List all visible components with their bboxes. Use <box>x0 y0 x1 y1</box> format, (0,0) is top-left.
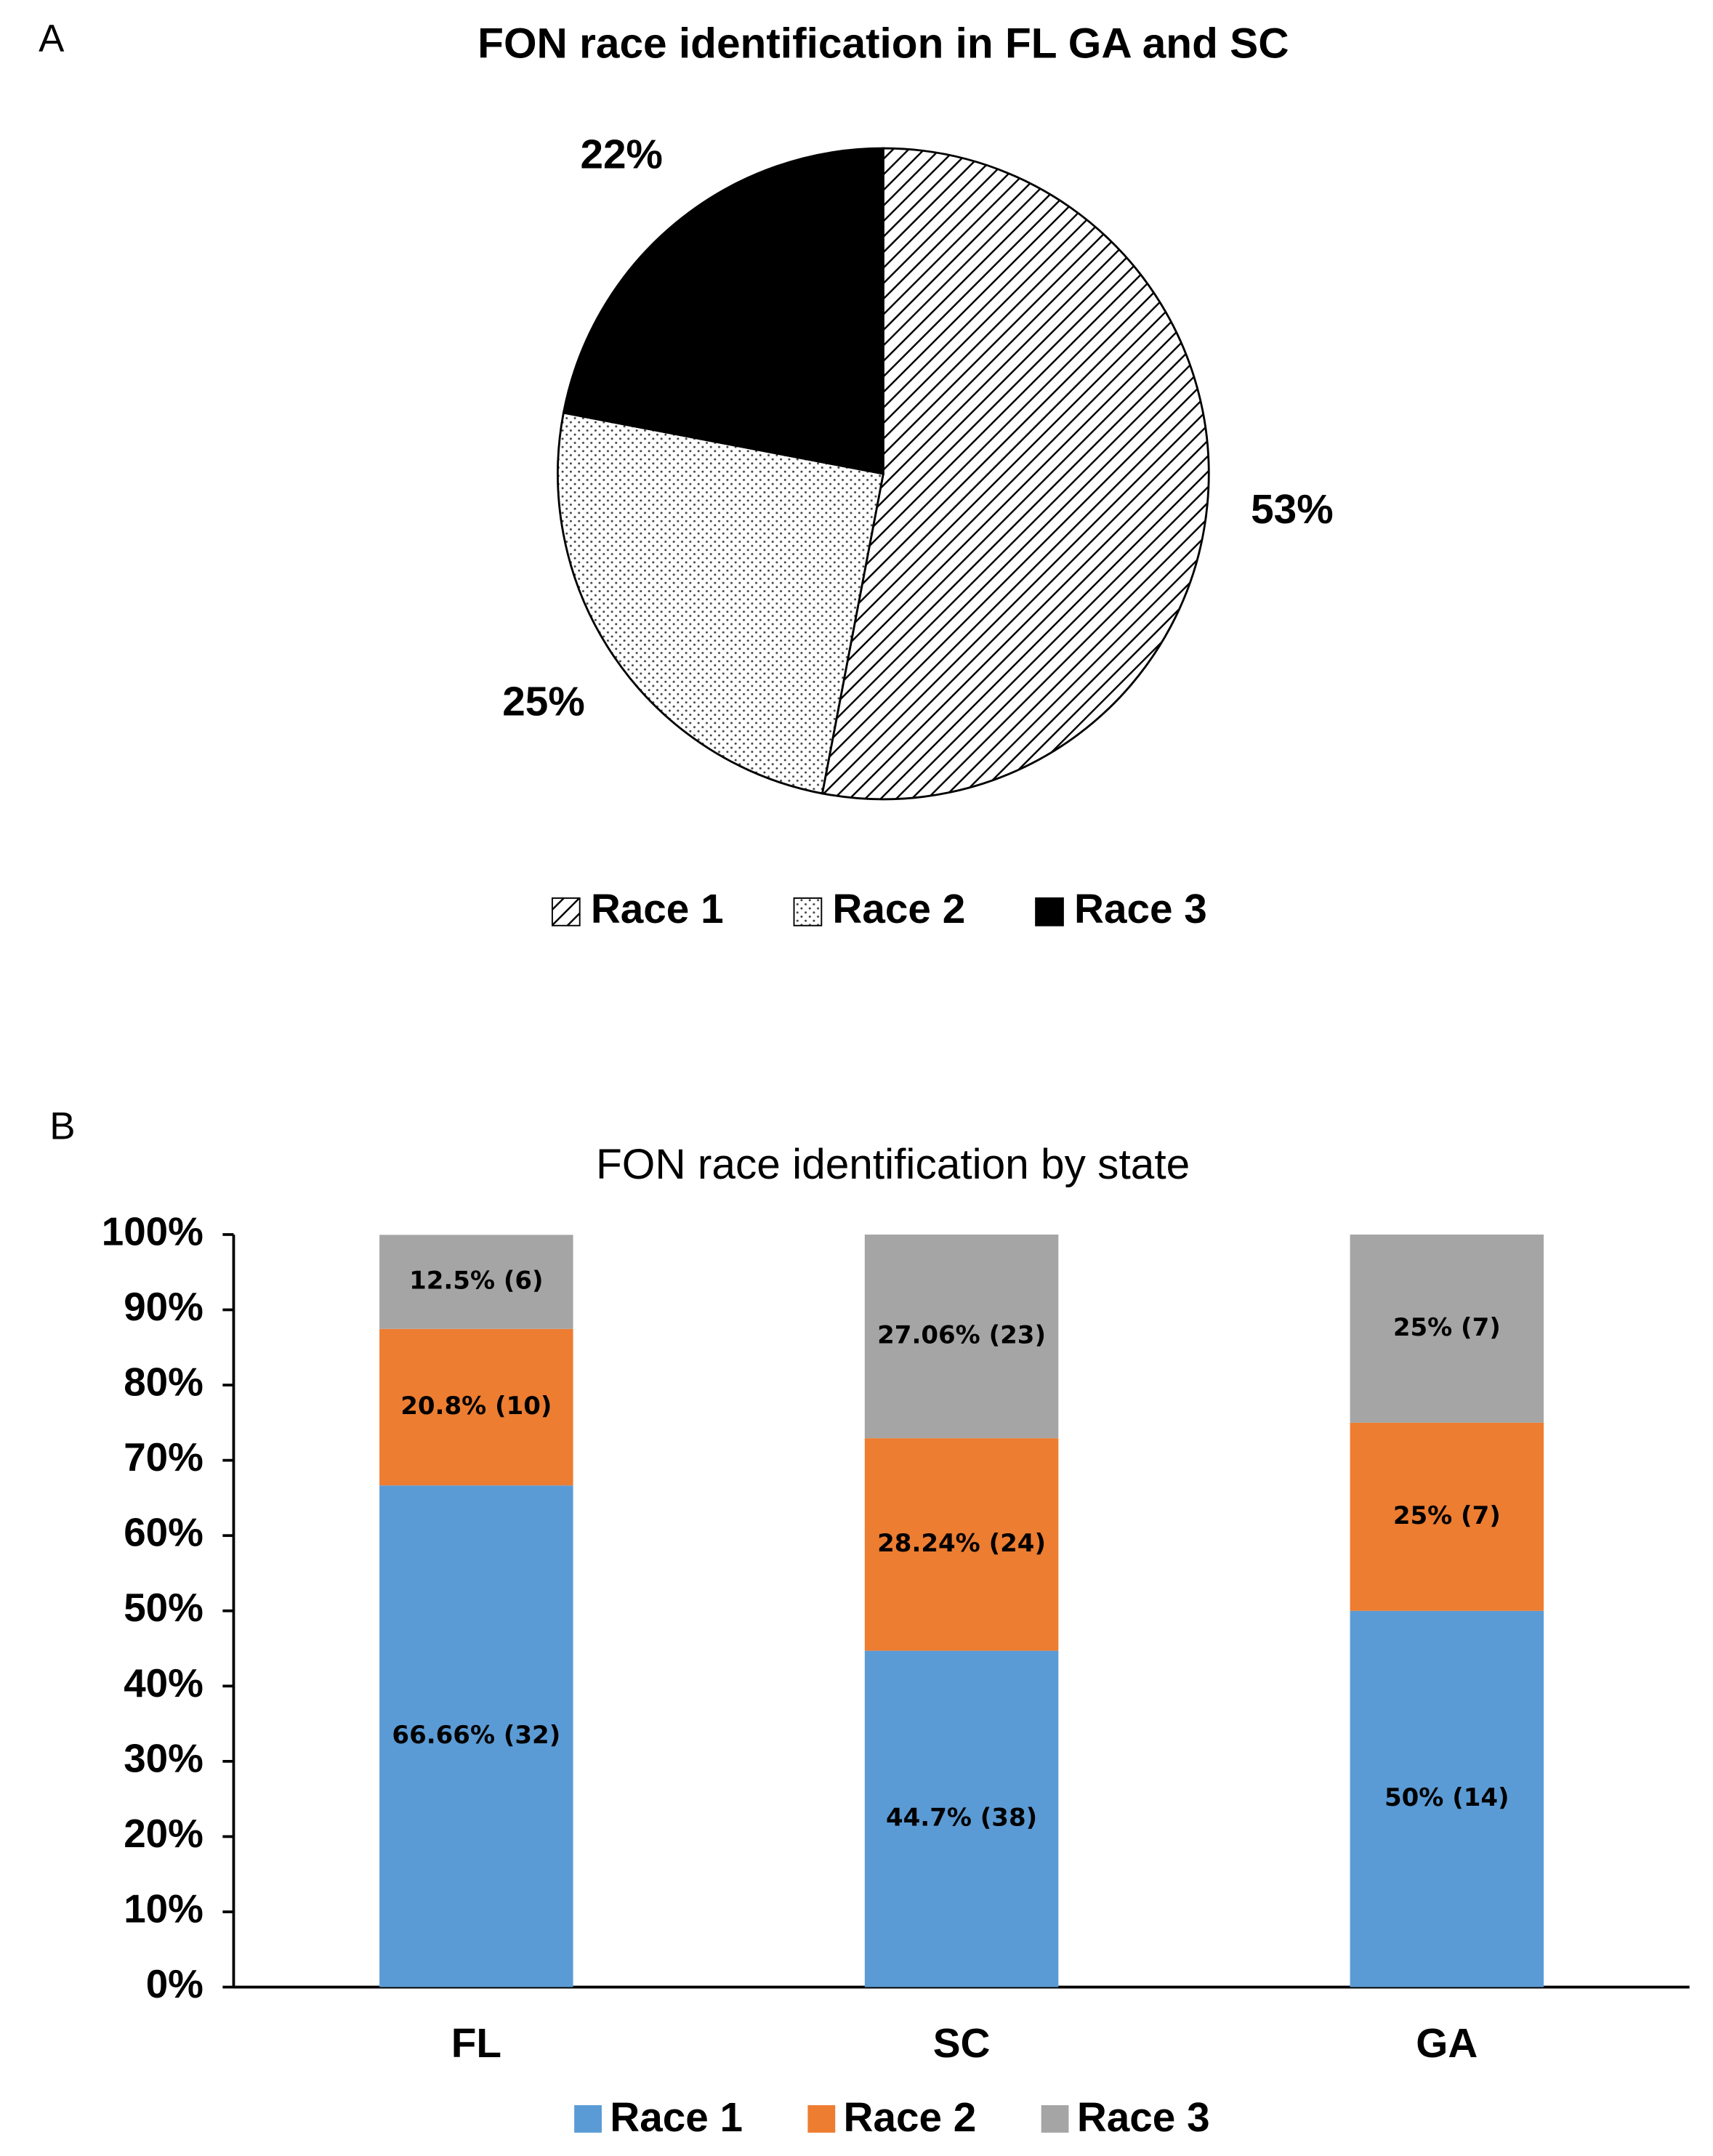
bar-segment <box>1350 1234 1544 1423</box>
bar-segment <box>864 1650 1059 1987</box>
data-label: 66.66% (32) <box>392 1721 560 1750</box>
pie-slice <box>557 411 885 795</box>
data-label: 12.5% (6) <box>409 1267 544 1296</box>
y-tick-label: 60% <box>124 1510 203 1555</box>
y-tick-label: 30% <box>124 1735 203 1780</box>
bar-segment <box>1350 1610 1544 1987</box>
legend-label: Race 3 <box>1077 2095 1210 2141</box>
data-label: 20.8% (10) <box>400 1392 552 1421</box>
y-tick-label: 40% <box>124 1660 203 1705</box>
y-tick-label: 100% <box>102 1208 203 1253</box>
legend-swatch <box>551 897 581 926</box>
bar-segment <box>864 1438 1059 1651</box>
data-label: 53% <box>1251 487 1333 533</box>
data-label: 25% (7) <box>1393 1501 1501 1530</box>
x-tick-label: GA <box>1416 2021 1478 2067</box>
legend-swatch <box>574 2105 602 2133</box>
legend-label: Race 3 <box>1074 887 1207 932</box>
bar-segment <box>1350 1422 1544 1611</box>
legend-label: Race 1 <box>591 887 724 932</box>
legend-swatch <box>1041 2105 1069 2133</box>
chart-title: FON race identification by state <box>596 1141 1190 1188</box>
bar-segment <box>379 1328 573 1486</box>
data-label: 50% (14) <box>1384 1783 1510 1812</box>
y-tick-label: 80% <box>124 1360 203 1405</box>
legend-swatch <box>793 897 823 926</box>
y-tick-label: 50% <box>124 1585 203 1630</box>
x-tick-label: FL <box>451 2021 501 2067</box>
y-tick-label: 90% <box>124 1284 203 1329</box>
panel-label: A <box>39 17 65 60</box>
data-label: 25% <box>502 679 584 725</box>
pie-slice <box>562 147 884 475</box>
legend-label: Race 2 <box>844 2095 977 2141</box>
legend-swatch <box>807 2105 836 2133</box>
bar-segment <box>379 1235 573 1329</box>
y-tick-label: 10% <box>124 1886 203 1931</box>
y-tick-label: 20% <box>124 1811 203 1856</box>
y-tick-label: 70% <box>124 1434 203 1479</box>
legend-label: Race 1 <box>610 2095 743 2141</box>
legend-swatch <box>1035 897 1064 926</box>
data-label: 25% (7) <box>1393 1313 1501 1342</box>
bar-segment <box>379 1485 573 1987</box>
panel-label: B <box>49 1105 75 1147</box>
legend-label: Race 2 <box>832 887 965 932</box>
y-tick-label: 0% <box>146 1961 203 2006</box>
x-tick-label: SC <box>933 2021 991 2067</box>
data-label: 44.7% (38) <box>886 1804 1037 1833</box>
data-label: 27.06% (23) <box>877 1321 1046 1350</box>
data-label: 28.24% (24) <box>877 1529 1046 1558</box>
bar-segment <box>864 1234 1059 1439</box>
chart-title: FON race identification in FL GA and SC <box>477 20 1289 68</box>
pie-slice <box>821 147 1210 801</box>
data-label: 22% <box>580 132 662 178</box>
